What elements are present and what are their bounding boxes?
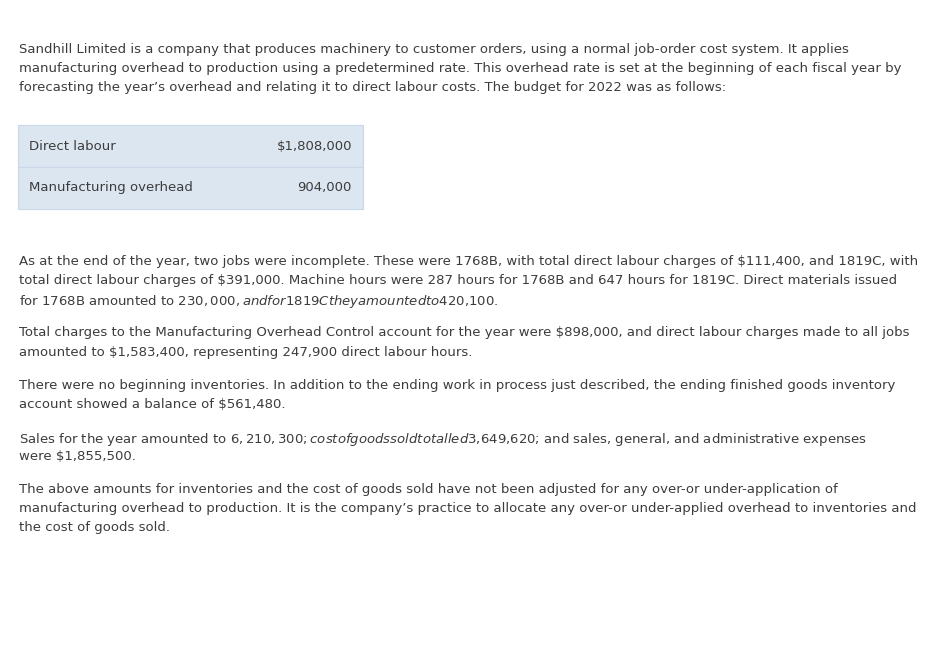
Text: amounted to $1,583,400, representing 247,900 direct labour hours.: amounted to $1,583,400, representing 247…: [19, 346, 472, 358]
Text: manufacturing overhead to production. It is the company’s practice to allocate a: manufacturing overhead to production. It…: [19, 502, 916, 515]
Text: 904,000: 904,000: [298, 182, 352, 194]
Text: forecasting the year’s overhead and relating it to direct labour costs. The budg: forecasting the year’s overhead and rela…: [19, 81, 726, 95]
Text: As at the end of the year, two jobs were incomplete. These were 1768B, with tota: As at the end of the year, two jobs were…: [19, 255, 918, 268]
Text: Direct labour: Direct labour: [29, 139, 116, 153]
Text: total direct labour charges of $391,000. Machine hours were 287 hours for 1768B : total direct labour charges of $391,000.…: [19, 274, 896, 287]
Text: Total charges to the Manufacturing Overhead Control account for the year were $8: Total charges to the Manufacturing Overh…: [19, 326, 909, 340]
Text: $1,808,000: $1,808,000: [276, 139, 352, 153]
Bar: [18, 125, 363, 167]
Bar: [18, 167, 363, 209]
Text: manufacturing overhead to production using a predetermined rate. This overhead r: manufacturing overhead to production usi…: [19, 62, 901, 75]
Text: for 1768B amounted to $230,000, and for 1819C they amounted to $420,100.: for 1768B amounted to $230,000, and for …: [19, 293, 498, 310]
Text: There were no beginning inventories. In addition to the ending work in process j: There were no beginning inventories. In …: [19, 379, 895, 392]
Text: The above amounts for inventories and the cost of goods sold have not been adjus: The above amounts for inventories and th…: [19, 484, 837, 496]
Text: Manufacturing overhead: Manufacturing overhead: [29, 182, 193, 194]
Text: Sandhill Limited is a company that produces machinery to customer orders, using : Sandhill Limited is a company that produ…: [19, 43, 848, 56]
Text: were $1,855,500.: were $1,855,500.: [19, 450, 135, 463]
Text: Sales for the year amounted to $6,210,300; cost of goods sold totalled $3,649,62: Sales for the year amounted to $6,210,30…: [19, 431, 867, 448]
Text: the cost of goods sold.: the cost of goods sold.: [19, 521, 170, 534]
Text: account showed a balance of $561,480.: account showed a balance of $561,480.: [19, 398, 285, 411]
